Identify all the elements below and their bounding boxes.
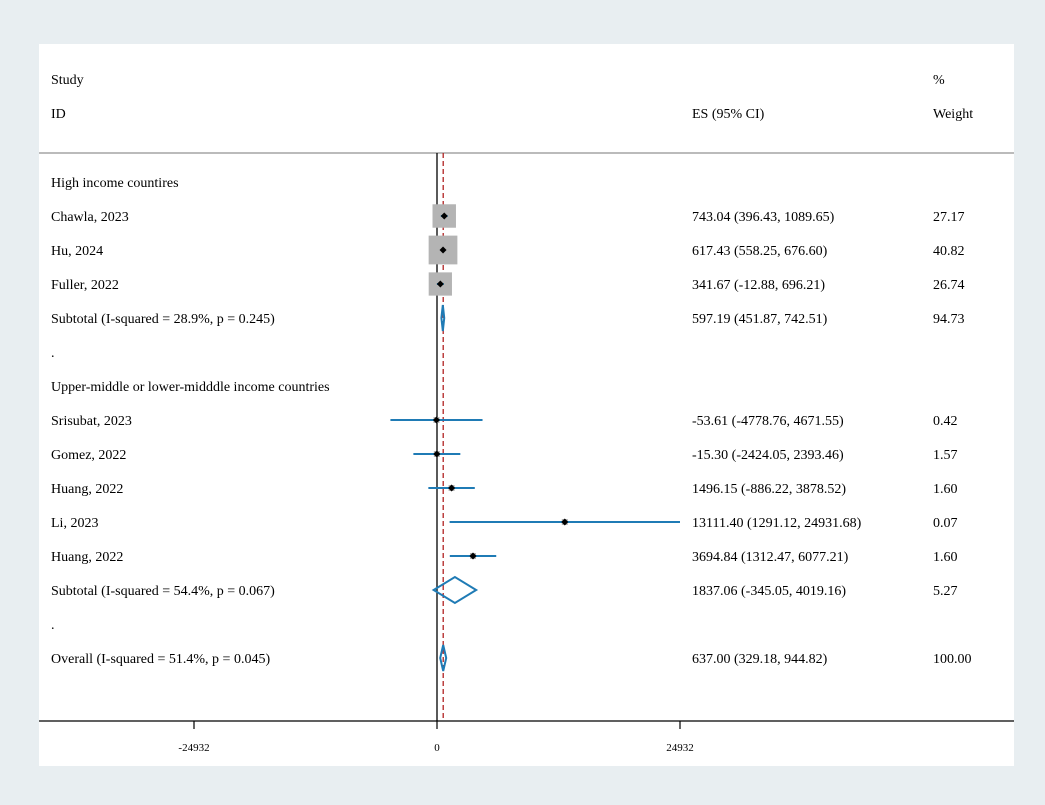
weight-value: 27.17 bbox=[933, 210, 965, 225]
es-ci-value: 597.19 (451.87, 742.51) bbox=[692, 312, 828, 327]
weight-value: 0.42 bbox=[933, 414, 958, 429]
subtotal-diamond bbox=[440, 304, 446, 332]
header-study: Study bbox=[51, 73, 84, 88]
subtotal-diamond bbox=[431, 575, 479, 605]
row-label: Huang, 2022 bbox=[51, 482, 123, 497]
es-ci-value: 637.00 (329.18, 944.82) bbox=[692, 652, 828, 667]
es-ci-value: 3694.84 (1312.47, 6077.21) bbox=[692, 550, 849, 565]
row-label: Chawla, 2023 bbox=[51, 210, 129, 225]
point-estimate bbox=[439, 246, 447, 254]
x-tick-label: -24932 bbox=[178, 742, 209, 754]
es-ci-value: -53.61 (-4778.76, 4671.55) bbox=[692, 414, 844, 429]
es-ci-value: 341.67 (-12.88, 696.21) bbox=[692, 278, 825, 293]
weight-value: 1.60 bbox=[933, 550, 958, 565]
header-es: ES (95% CI) bbox=[692, 107, 765, 122]
x-tick-label: 24932 bbox=[666, 742, 694, 754]
row-label: Gomez, 2022 bbox=[51, 448, 126, 463]
point-estimate bbox=[448, 484, 456, 492]
point-estimate bbox=[469, 552, 477, 560]
es-ci-value: 1837.06 (-345.05, 4019.16) bbox=[692, 584, 846, 599]
es-ci-value: 1496.15 (-886.22, 3878.52) bbox=[692, 482, 846, 497]
row-label: Subtotal (I-squared = 28.9%, p = 0.245) bbox=[51, 312, 275, 327]
overall-diamond bbox=[439, 644, 448, 672]
row-label: . bbox=[51, 346, 55, 361]
header-id: ID bbox=[51, 107, 66, 122]
row-label: Huang, 2022 bbox=[51, 550, 123, 565]
group-label: High income countires bbox=[51, 176, 179, 191]
point-estimate bbox=[433, 450, 441, 458]
row-label: Srisubat, 2023 bbox=[51, 414, 132, 429]
point-estimate bbox=[561, 518, 569, 526]
weight-value: 0.07 bbox=[933, 516, 958, 531]
es-ci-value: 13111.40 (1291.12, 24931.68) bbox=[692, 516, 862, 531]
weight-value: 94.73 bbox=[933, 312, 965, 327]
es-ci-value: -15.30 (-2424.05, 2393.46) bbox=[692, 448, 844, 463]
weight-value: 26.74 bbox=[933, 278, 965, 293]
weight-value: 1.60 bbox=[933, 482, 958, 497]
row-label: . bbox=[51, 618, 55, 633]
es-ci-value: 617.43 (558.25, 676.60) bbox=[692, 244, 828, 259]
x-tick-label: 0 bbox=[434, 742, 440, 754]
row-label: Overall (I-squared = 51.4%, p = 0.045) bbox=[51, 652, 270, 667]
es-ci-value: 743.04 (396.43, 1089.65) bbox=[692, 210, 835, 225]
header-percent: % bbox=[933, 73, 945, 88]
weight-value: 1.57 bbox=[933, 448, 958, 463]
plot-panel bbox=[39, 44, 1014, 766]
row-label: Li, 2023 bbox=[51, 516, 98, 531]
point-estimate bbox=[432, 416, 440, 424]
row-label: Subtotal (I-squared = 54.4%, p = 0.067) bbox=[51, 584, 275, 599]
row-label: Hu, 2024 bbox=[51, 244, 103, 259]
point-estimate bbox=[436, 280, 444, 288]
header-weight: Weight bbox=[933, 107, 973, 122]
weight-value: 5.27 bbox=[933, 584, 958, 599]
weight-value: 100.00 bbox=[933, 652, 972, 667]
row-label: Fuller, 2022 bbox=[51, 278, 119, 293]
point-estimate bbox=[440, 212, 448, 220]
weight-value: 40.82 bbox=[933, 244, 965, 259]
group-label: Upper-middle or lower-midddle income cou… bbox=[51, 380, 330, 395]
